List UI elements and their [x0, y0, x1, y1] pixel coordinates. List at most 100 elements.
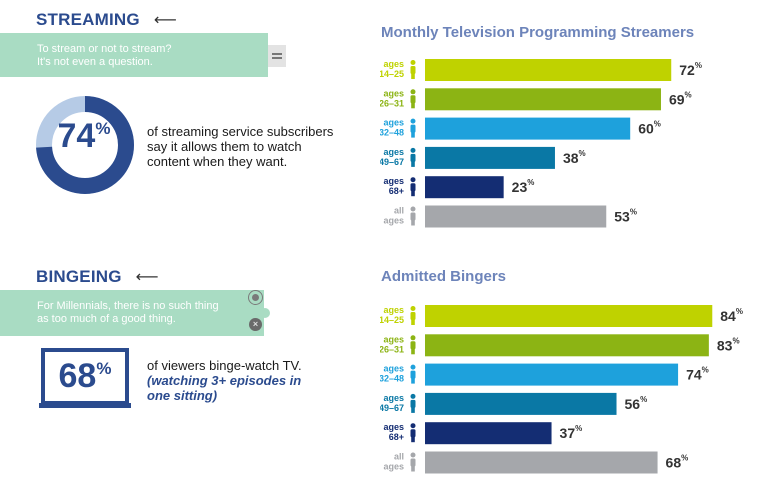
bar-value-label: 74%: [686, 366, 709, 383]
person-icon: [410, 206, 416, 226]
person-icon: [410, 452, 416, 472]
age-label-line1: ages: [383, 334, 404, 344]
close-icon: ×: [249, 318, 262, 331]
age-label-line2: 49–67: [380, 403, 404, 413]
bar: [425, 334, 709, 357]
age-label-line1: ages: [383, 88, 404, 98]
tv-screen-frame: [41, 348, 129, 405]
bingeing-stat-unit: %: [96, 359, 112, 378]
age-label-line1: ages: [383, 147, 404, 157]
age-label-line1: ages: [383, 59, 404, 69]
streaming-stat-line2: say it allows them to watch: [147, 139, 302, 154]
bar: [425, 205, 607, 228]
bar: [425, 176, 504, 199]
menu-icon: [268, 45, 286, 67]
streamers-chart-title: Monthly Television Programming Streamers: [381, 24, 695, 41]
donut-fill: [36, 96, 134, 194]
streaming-banner: To stream or not to stream? It's not eve…: [0, 33, 268, 77]
age-label-line1: ages: [383, 393, 404, 403]
streaming-stat-text: of streaming service subscribers say it …: [147, 124, 333, 169]
person-icon: [410, 60, 416, 79]
age-label-line1: ages: [383, 305, 404, 315]
person-icon: [410, 177, 416, 197]
bingeing-banner: For Millennials, there is no such thing …: [0, 290, 270, 336]
streaming-banner-line1: To stream or not to stream?: [37, 43, 172, 55]
bar: [425, 392, 617, 415]
bingeing-stat-line1: of viewers binge-watch TV.: [147, 358, 302, 373]
person-icon: [410, 89, 416, 109]
bingeing-stat-em1: (watching 3+ episodes in: [147, 373, 302, 388]
bar-value-label: 83%: [717, 336, 740, 353]
bar: [425, 146, 555, 169]
streaming-stat-value: 74%: [47, 117, 121, 156]
age-label-line1: ages: [383, 118, 404, 128]
age-label-line2: 26–31: [380, 98, 404, 108]
bingeing-heading: BINGEING ⟵: [36, 267, 159, 287]
person-icon: [410, 306, 416, 325]
bar: [425, 305, 713, 327]
bar: [425, 117, 631, 140]
bar-value-label: 68%: [666, 454, 689, 471]
age-label-line2: 14–25: [380, 315, 404, 325]
bingeing-stat-value: 68%: [43, 357, 127, 396]
bar-value-label: 56%: [625, 395, 648, 412]
bar-value-label: 38%: [563, 149, 586, 166]
bar-value-label: 37%: [560, 424, 583, 441]
bar: [425, 59, 672, 81]
person-icon: [410, 364, 416, 384]
tv-icon: [39, 348, 131, 408]
bar-value-label: 72%: [679, 61, 702, 78]
banner-tab-dot-icon: [260, 308, 270, 318]
streaming-stat-line3: content when they want.: [147, 154, 288, 169]
person-icon: [410, 335, 416, 355]
age-label-line1: ages: [383, 422, 404, 432]
bingeing-banner-line2: as too much of a good thing.: [37, 313, 176, 325]
bar-value-label: 60%: [638, 120, 661, 137]
bingeing-banner-line1: For Millennials, there is no such thing: [37, 300, 219, 312]
bar: [425, 88, 661, 111]
left-arrow-icon: ⟵: [153, 12, 177, 29]
bingeing-stat-em2: one sitting): [147, 388, 218, 403]
age-label-line2: 14–25: [380, 69, 404, 79]
person-icon: [410, 423, 416, 443]
streaming-donut: [36, 96, 134, 194]
age-label-line1: ages: [383, 176, 404, 186]
bar-value-label: 23%: [512, 178, 535, 195]
age-label-line2: ages: [383, 462, 404, 472]
age-label-line2: 26–31: [380, 344, 404, 354]
gear-icon: [249, 291, 262, 304]
bingeing-stat-number: 68: [58, 357, 97, 395]
streaming-stat-line1: of streaming service subscribers: [147, 124, 334, 139]
age-label-line2: 32–48: [380, 128, 404, 138]
tv-stand: [39, 403, 131, 408]
bingeing-heading-text: BINGEING: [36, 267, 122, 286]
age-label-line1: ages: [383, 364, 404, 374]
bar: [425, 422, 552, 445]
bar-value-label: 84%: [720, 307, 743, 324]
bar: [425, 451, 658, 474]
streaming-heading-text: STREAMING: [36, 10, 140, 29]
streaming-stat-unit: %: [95, 119, 111, 138]
age-label-line2: 68+: [389, 432, 404, 442]
bar-value-label: 69%: [669, 90, 692, 107]
age-label-line1: all: [394, 206, 404, 216]
person-icon: [410, 118, 416, 138]
bingeing-stat-text: of viewers binge-watch TV. (watching 3+ …: [147, 358, 302, 403]
left-arrow-icon: ⟵: [135, 269, 159, 286]
bingers-chart-title: Admitted Bingers: [381, 268, 507, 285]
person-icon: [410, 393, 416, 413]
person-icon: [410, 147, 416, 167]
age-label-line1: all: [394, 452, 404, 462]
